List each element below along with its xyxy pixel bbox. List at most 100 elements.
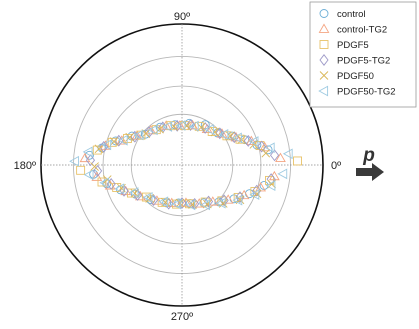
data-point-s1-4 xyxy=(216,128,228,138)
data-point-s0-2 xyxy=(240,135,250,145)
data-point-s1-2 xyxy=(245,135,257,145)
data-point-s3-14 xyxy=(93,164,103,177)
legend-item-2: PDGF5 xyxy=(319,40,369,51)
legend-marker-1 xyxy=(318,23,330,33)
data-point-s3-24 xyxy=(235,191,245,204)
data-point-s3-23 xyxy=(219,194,229,207)
legend-marker-4 xyxy=(319,71,329,80)
data-point-s5-5 xyxy=(204,124,214,135)
data-point-s5-14 xyxy=(69,155,79,167)
data-point-s4-14 xyxy=(102,175,112,184)
data-point-s5-11 xyxy=(117,134,128,146)
data-point-s1-5 xyxy=(201,123,213,134)
legend-marker-0 xyxy=(319,9,329,18)
data-point-s5-25 xyxy=(232,194,243,206)
data-point-s5-27 xyxy=(265,180,276,191)
angle-label-0: 0º xyxy=(331,160,341,172)
data-point-s2-14 xyxy=(97,177,107,187)
legend-marker-3 xyxy=(319,54,329,66)
data-point-s5-18 xyxy=(128,187,139,198)
legend-marker-5 xyxy=(318,85,329,97)
series-3 xyxy=(85,119,280,210)
data-point-s3-12 xyxy=(99,140,109,153)
data-point-s3-18 xyxy=(149,194,159,207)
data-point-s3-16 xyxy=(119,184,129,197)
data-point-s3-0 xyxy=(269,149,280,162)
data-points xyxy=(69,118,302,211)
data-point-s3-22 xyxy=(203,195,214,208)
angle-label-90: 90º xyxy=(174,11,190,23)
data-point-s3-4 xyxy=(215,127,225,140)
data-point-s3-25 xyxy=(252,184,262,197)
data-point-s5-17 xyxy=(114,183,125,195)
data-point-s5-8 xyxy=(162,121,173,132)
legend-label-5: PDGF50-TG2 xyxy=(337,87,396,98)
data-point-s2-5 xyxy=(194,121,204,131)
data-point-s5-23 xyxy=(200,199,211,211)
data-point-s3-13 xyxy=(85,154,96,167)
data-point-s3-2 xyxy=(243,134,253,147)
arrow-shape xyxy=(356,163,384,181)
data-point-s4-0 xyxy=(261,148,271,158)
legend-item-4: PDGF50 xyxy=(319,71,374,82)
angle-label-180: 180º xyxy=(14,160,36,172)
legend-item-0: control xyxy=(319,9,366,20)
data-point-s5-6 xyxy=(188,120,199,132)
legend-item-5: PDGF50-TG2 xyxy=(318,85,396,98)
data-point-s1-8 xyxy=(160,120,172,130)
data-point-s5-12 xyxy=(101,139,112,151)
data-point-s5-20 xyxy=(158,196,169,208)
data-point-s4-12 xyxy=(94,144,104,154)
data-point-s3-20 xyxy=(177,197,187,210)
legend-item-3: PDGF5-TG2 xyxy=(319,54,390,67)
data-point-s5-2 xyxy=(248,136,259,147)
data-point-s5-1 xyxy=(264,142,275,154)
data-point-s0-23 xyxy=(214,197,224,207)
legend-label-1: control-TG2 xyxy=(337,25,387,36)
data-point-s5-26 xyxy=(249,189,260,200)
data-point-s3-6 xyxy=(185,119,196,131)
data-point-s5-10 xyxy=(133,129,144,141)
data-point-s1-13 xyxy=(79,152,91,163)
direction-arrow: p xyxy=(356,145,384,181)
legend-label-3: PDGF5-TG2 xyxy=(337,56,390,67)
data-point-s5-24 xyxy=(215,197,226,209)
data-point-s4-4 xyxy=(210,127,220,137)
data-point-s5-7 xyxy=(175,120,186,131)
data-point-s1-0 xyxy=(275,152,286,162)
data-point-s5-21 xyxy=(171,198,182,210)
data-point-s5-9 xyxy=(147,124,158,136)
arrow-label: p xyxy=(362,145,375,166)
series-5 xyxy=(69,120,293,211)
legend-marker-2 xyxy=(319,40,329,49)
legend-item-1: control-TG2 xyxy=(318,23,387,36)
data-point-s4-7 xyxy=(169,122,179,131)
angle-label-270: 270º xyxy=(171,311,193,323)
data-point-s5-15 xyxy=(83,169,94,181)
data-point-s4-11 xyxy=(109,137,119,146)
data-point-s4-19 xyxy=(175,198,185,208)
data-point-s1-18 xyxy=(151,195,163,205)
legend-label-4: PDGF50 xyxy=(337,71,374,82)
data-point-s2-17 xyxy=(141,192,151,202)
data-point-s5-22 xyxy=(185,199,196,211)
data-point-s4-6 xyxy=(182,121,192,131)
data-point-s5-16 xyxy=(99,177,110,189)
data-point-s5-4 xyxy=(218,128,229,140)
legend-label-2: PDGF5 xyxy=(337,40,369,51)
data-point-s5-13 xyxy=(82,146,93,158)
data-point-s2-12 xyxy=(92,145,102,155)
data-point-s3-1 xyxy=(257,140,267,153)
series-0 xyxy=(84,118,273,209)
data-point-s5-3 xyxy=(232,132,242,144)
data-point-s0-5 xyxy=(200,120,210,130)
data-point-s5-19 xyxy=(142,191,153,203)
legend: control control-TG2 PDGF5 PDGF5-TG2 PDGF50 PD… xyxy=(309,1,417,108)
data-point-s1-14 xyxy=(91,171,103,181)
data-point-s2-13 xyxy=(76,165,86,175)
data-point-s5-28 xyxy=(277,168,288,180)
data-point-s5-0 xyxy=(282,148,293,160)
data-point-s1-19 xyxy=(166,197,178,207)
data-point-s2-0 xyxy=(293,156,302,166)
